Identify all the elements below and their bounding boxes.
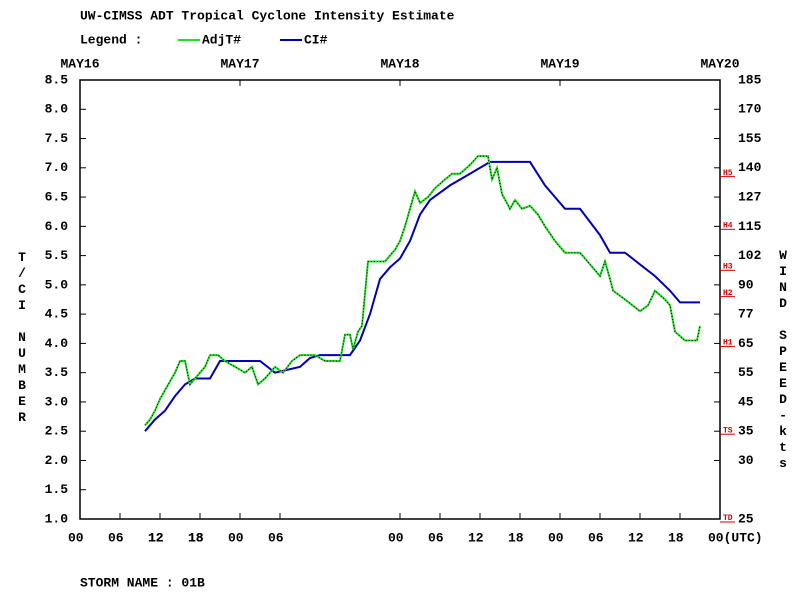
x-tick-label: 18	[188, 530, 204, 545]
x-tick-label: 00	[388, 530, 404, 545]
x-tick-label: 00(UTC)	[708, 530, 763, 545]
footer: STORM NAME : 01B	[80, 575, 205, 590]
x-tick-label: 00	[68, 530, 84, 545]
chart-title: UW-CIMSS ADT Tropical Cyclone Intensity …	[80, 8, 455, 23]
date-label: MAY18	[380, 56, 419, 71]
legend-label: Legend :	[80, 32, 142, 47]
y-tick-label: 5.0	[45, 277, 69, 292]
y2-tick-label: 155	[738, 131, 762, 146]
y-tick-label: 1.5	[45, 482, 69, 497]
y2-tick-label: 55	[738, 365, 754, 380]
series-line	[144, 160, 700, 432]
x-tick-label: 06	[108, 530, 124, 545]
x-tick-label: 00	[228, 530, 244, 545]
y-tick-label: 3.5	[45, 365, 69, 380]
x-tick-label: 12	[148, 530, 164, 545]
date-label: MAY16	[60, 56, 99, 71]
y2-tick-label: 140	[738, 160, 762, 175]
y-tick-label: 7.5	[45, 131, 69, 146]
y-tick-label: 2.0	[45, 453, 69, 468]
y-tick-label: 8.0	[45, 102, 69, 117]
y2-tick-label: 77	[738, 307, 754, 322]
legend-entry: CI#	[304, 32, 328, 47]
y2-tick-label: 115	[738, 219, 762, 234]
y2-tick-label: 45	[738, 394, 754, 409]
intensity-category: TD	[723, 514, 733, 523]
y-tick-label: 6.0	[45, 219, 69, 234]
y2-axis-label: WIND SPEED-kts	[776, 248, 791, 472]
x-tick-label: 06	[588, 530, 604, 545]
y-axis-label: T/CI NUMBER	[15, 250, 30, 426]
x-tick-label: 12	[148, 530, 164, 545]
series-line	[144, 155, 701, 426]
y-tick-label: 1.0	[45, 511, 69, 526]
intensity-category: H4	[723, 221, 733, 230]
x-tick-label: 18	[508, 530, 524, 545]
y-tick-label: 8.5	[45, 72, 69, 87]
y2-tick-label: 25	[738, 511, 754, 526]
y2-tick-label: 90	[738, 277, 754, 292]
y-tick-label: 7.0	[45, 160, 69, 175]
y-tick-label: 5.5	[45, 248, 69, 263]
intensity-category: H2	[723, 289, 733, 298]
y2-tick-label: 170	[738, 102, 762, 117]
y2-tick-label: 127	[738, 190, 761, 205]
date-label: MAY17	[220, 56, 259, 71]
intensity-category: H5	[723, 169, 733, 178]
y2-tick-label: 102	[738, 248, 762, 263]
legend-entry: AdjT#	[202, 32, 241, 47]
x-tick-label: 18	[188, 530, 204, 545]
y-tick-label: 6.5	[45, 190, 69, 205]
intensity-category: TS	[723, 426, 733, 435]
date-label: MAY19	[540, 56, 579, 71]
y2-tick-label: 185	[738, 72, 762, 87]
y-tick-label: 4.0	[45, 336, 69, 351]
y2-tick-label: 35	[738, 424, 754, 439]
y-tick-label: 3.0	[45, 394, 69, 409]
x-tick-label: 06	[268, 530, 284, 545]
x-tick-label: 06	[428, 530, 444, 545]
y-tick-label: 2.5	[45, 424, 69, 439]
y2-tick-label: 30	[738, 453, 754, 468]
y-tick-label: 4.5	[45, 307, 69, 322]
intensity-category: H1	[723, 339, 733, 348]
intensity-category: H3	[723, 262, 733, 271]
x-tick-label: 18	[668, 530, 684, 545]
date-label: MAY20	[700, 56, 739, 71]
x-tick-label: 00	[548, 530, 564, 545]
x-tick-label: 12	[628, 530, 644, 545]
y2-tick-label: 65	[738, 336, 754, 351]
x-tick-label: 12	[468, 530, 484, 545]
